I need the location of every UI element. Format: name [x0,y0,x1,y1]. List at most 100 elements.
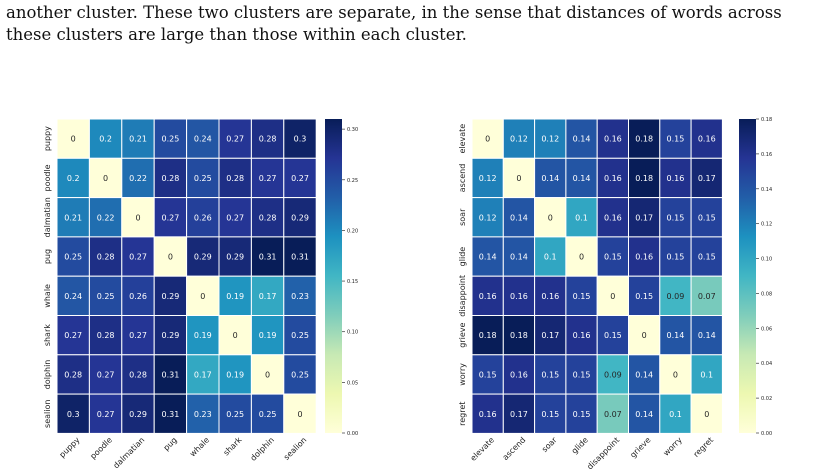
cell-value-label: 0.23 [194,410,212,419]
cell-value-label: 0.15 [698,213,716,222]
y-tick-label-worry: worry [458,363,467,386]
paragraph-line-1: another cluster. These two clusters are … [6,3,782,22]
x-tick-label-grieve: grieve [628,435,652,459]
heatmap-cell [88,354,123,395]
colorbar-tick-label: 0.20 [347,228,358,234]
cell-value-label: 0.22 [97,213,115,222]
heatmap-cell [534,197,567,238]
heatmap-cell [56,118,90,159]
heatmap-cell [121,118,155,159]
cell-value-label: 0.07 [698,292,716,301]
heatmap-cell [502,315,536,356]
y-tick-label-puppy: puppy [43,126,52,151]
cell-value-label: 0.29 [161,292,179,301]
heatmap-cell [218,354,252,395]
x-tick-label-sealion: sealion [282,435,308,461]
heatmap-cell [690,197,723,238]
cell-value-label: 0.25 [194,174,212,183]
cell-value-label: 0.27 [129,331,147,340]
cell-value-label: 0.29 [226,253,244,262]
heatmap-cell [690,354,723,395]
heatmap-motion-and-emotion-verbs: 0 0.12 0.12 0.14 0.16 0.18 0.15 0.16 0.12 0 0.14 0.… [458,117,772,471]
cell-value-label: 0.15 [573,292,591,301]
cell-value-label: 0.16 [541,292,559,301]
heatmap-cell [186,236,220,277]
cell-value-label: 0.14 [510,213,528,222]
heatmap-cell [659,393,692,434]
cell-value-label: 0.27 [97,410,115,419]
cell-value-label: 0 [135,213,140,222]
cell-value-label: 0.18 [635,135,653,144]
y-tick-label-dalmatian: dalmatian [43,197,52,237]
heatmap-cell [121,393,155,434]
cell-value-label: 0.1 [575,213,588,222]
x-tick-label-worry: worry [662,435,685,458]
heatmap-cell [153,315,188,356]
cell-value-label: 0.17 [635,213,653,222]
cell-value-label: 0.16 [635,253,653,262]
y-tick-label-regret: regret [458,402,467,426]
cell-value-label: 0.16 [479,410,497,419]
heatmap-cell [88,197,123,238]
heatmap-cell [628,157,661,199]
cell-value-label: 0.15 [479,370,497,379]
cell-value-label: 0.27 [97,370,115,379]
heatmap-cell [502,393,536,434]
colorbar-tick-label: 0.18 [761,117,772,123]
heatmap-cell [121,157,155,199]
heatmap-cell [534,157,567,199]
cell-value-label: 0 [168,253,173,262]
heatmap-cell [250,275,285,317]
heatmap-cell [659,118,692,159]
cell-value-label: 0.14 [635,410,653,419]
cell-value-label: 0.17 [510,410,528,419]
cell-value-label: 0.14 [510,253,528,262]
cell-value-label: 0.1 [544,253,557,262]
heatmap-cell [186,393,220,434]
colorbar-tick-label: 0.08 [761,291,772,297]
y-tick-label-whale: whale [43,284,52,308]
cell-value-label: 0.16 [667,174,685,183]
cell-value-label: 0.18 [510,331,528,340]
x-tick-label-regret: regret [692,435,716,459]
cell-value-label: 0 [265,370,270,379]
cell-value-label: 0.27 [64,331,82,340]
cell-value-label: 0.15 [573,410,591,419]
cell-value-label: 0.16 [510,292,528,301]
cell-value-label: 0 [704,410,709,419]
cell-value-label: 0.14 [541,174,559,183]
x-tick-label-elevate: elevate [469,435,496,462]
cell-value-label: 0.1 [669,410,682,419]
heatmap-cell [218,393,252,434]
x-tick-label-whale: whale [188,435,211,458]
cell-value-label: 0.21 [64,213,82,222]
cell-value-label: 0.16 [510,370,528,379]
cell-value-label: 0.18 [635,174,653,183]
heatmap-cell [218,197,252,238]
cell-value-label: 0.15 [541,410,559,419]
heatmap-cell [88,236,123,277]
cell-value-label: 0.27 [161,213,179,222]
cell-value-label: 0.2 [99,135,112,144]
cell-value-label: 0.17 [259,292,277,301]
cell-value-label: 0.21 [129,135,147,144]
heatmap-cell [186,275,220,317]
y-tick-label-dolphin: dolphin [43,360,52,390]
cell-value-label: 0 [297,410,302,419]
heatmap-cell [565,393,598,434]
cell-value-label: 0 [548,213,553,222]
cell-value-label: 0.29 [194,253,212,262]
colorbar-tick-label: 0.12 [761,222,772,228]
cell-value-label: 0.15 [604,331,622,340]
heatmap-cell [471,118,504,159]
heatmap-cell [56,157,90,199]
cell-value-label: 0.15 [635,292,653,301]
cell-value-label: 0.15 [667,213,685,222]
cell-value-label: 0.2 [67,174,80,183]
cell-value-label: 0.27 [129,253,147,262]
cell-value-label: 0.22 [129,174,147,183]
cell-value-label: 0.23 [291,292,309,301]
cell-value-label: 0.24 [64,292,82,301]
cell-value-label: 0.14 [573,174,591,183]
